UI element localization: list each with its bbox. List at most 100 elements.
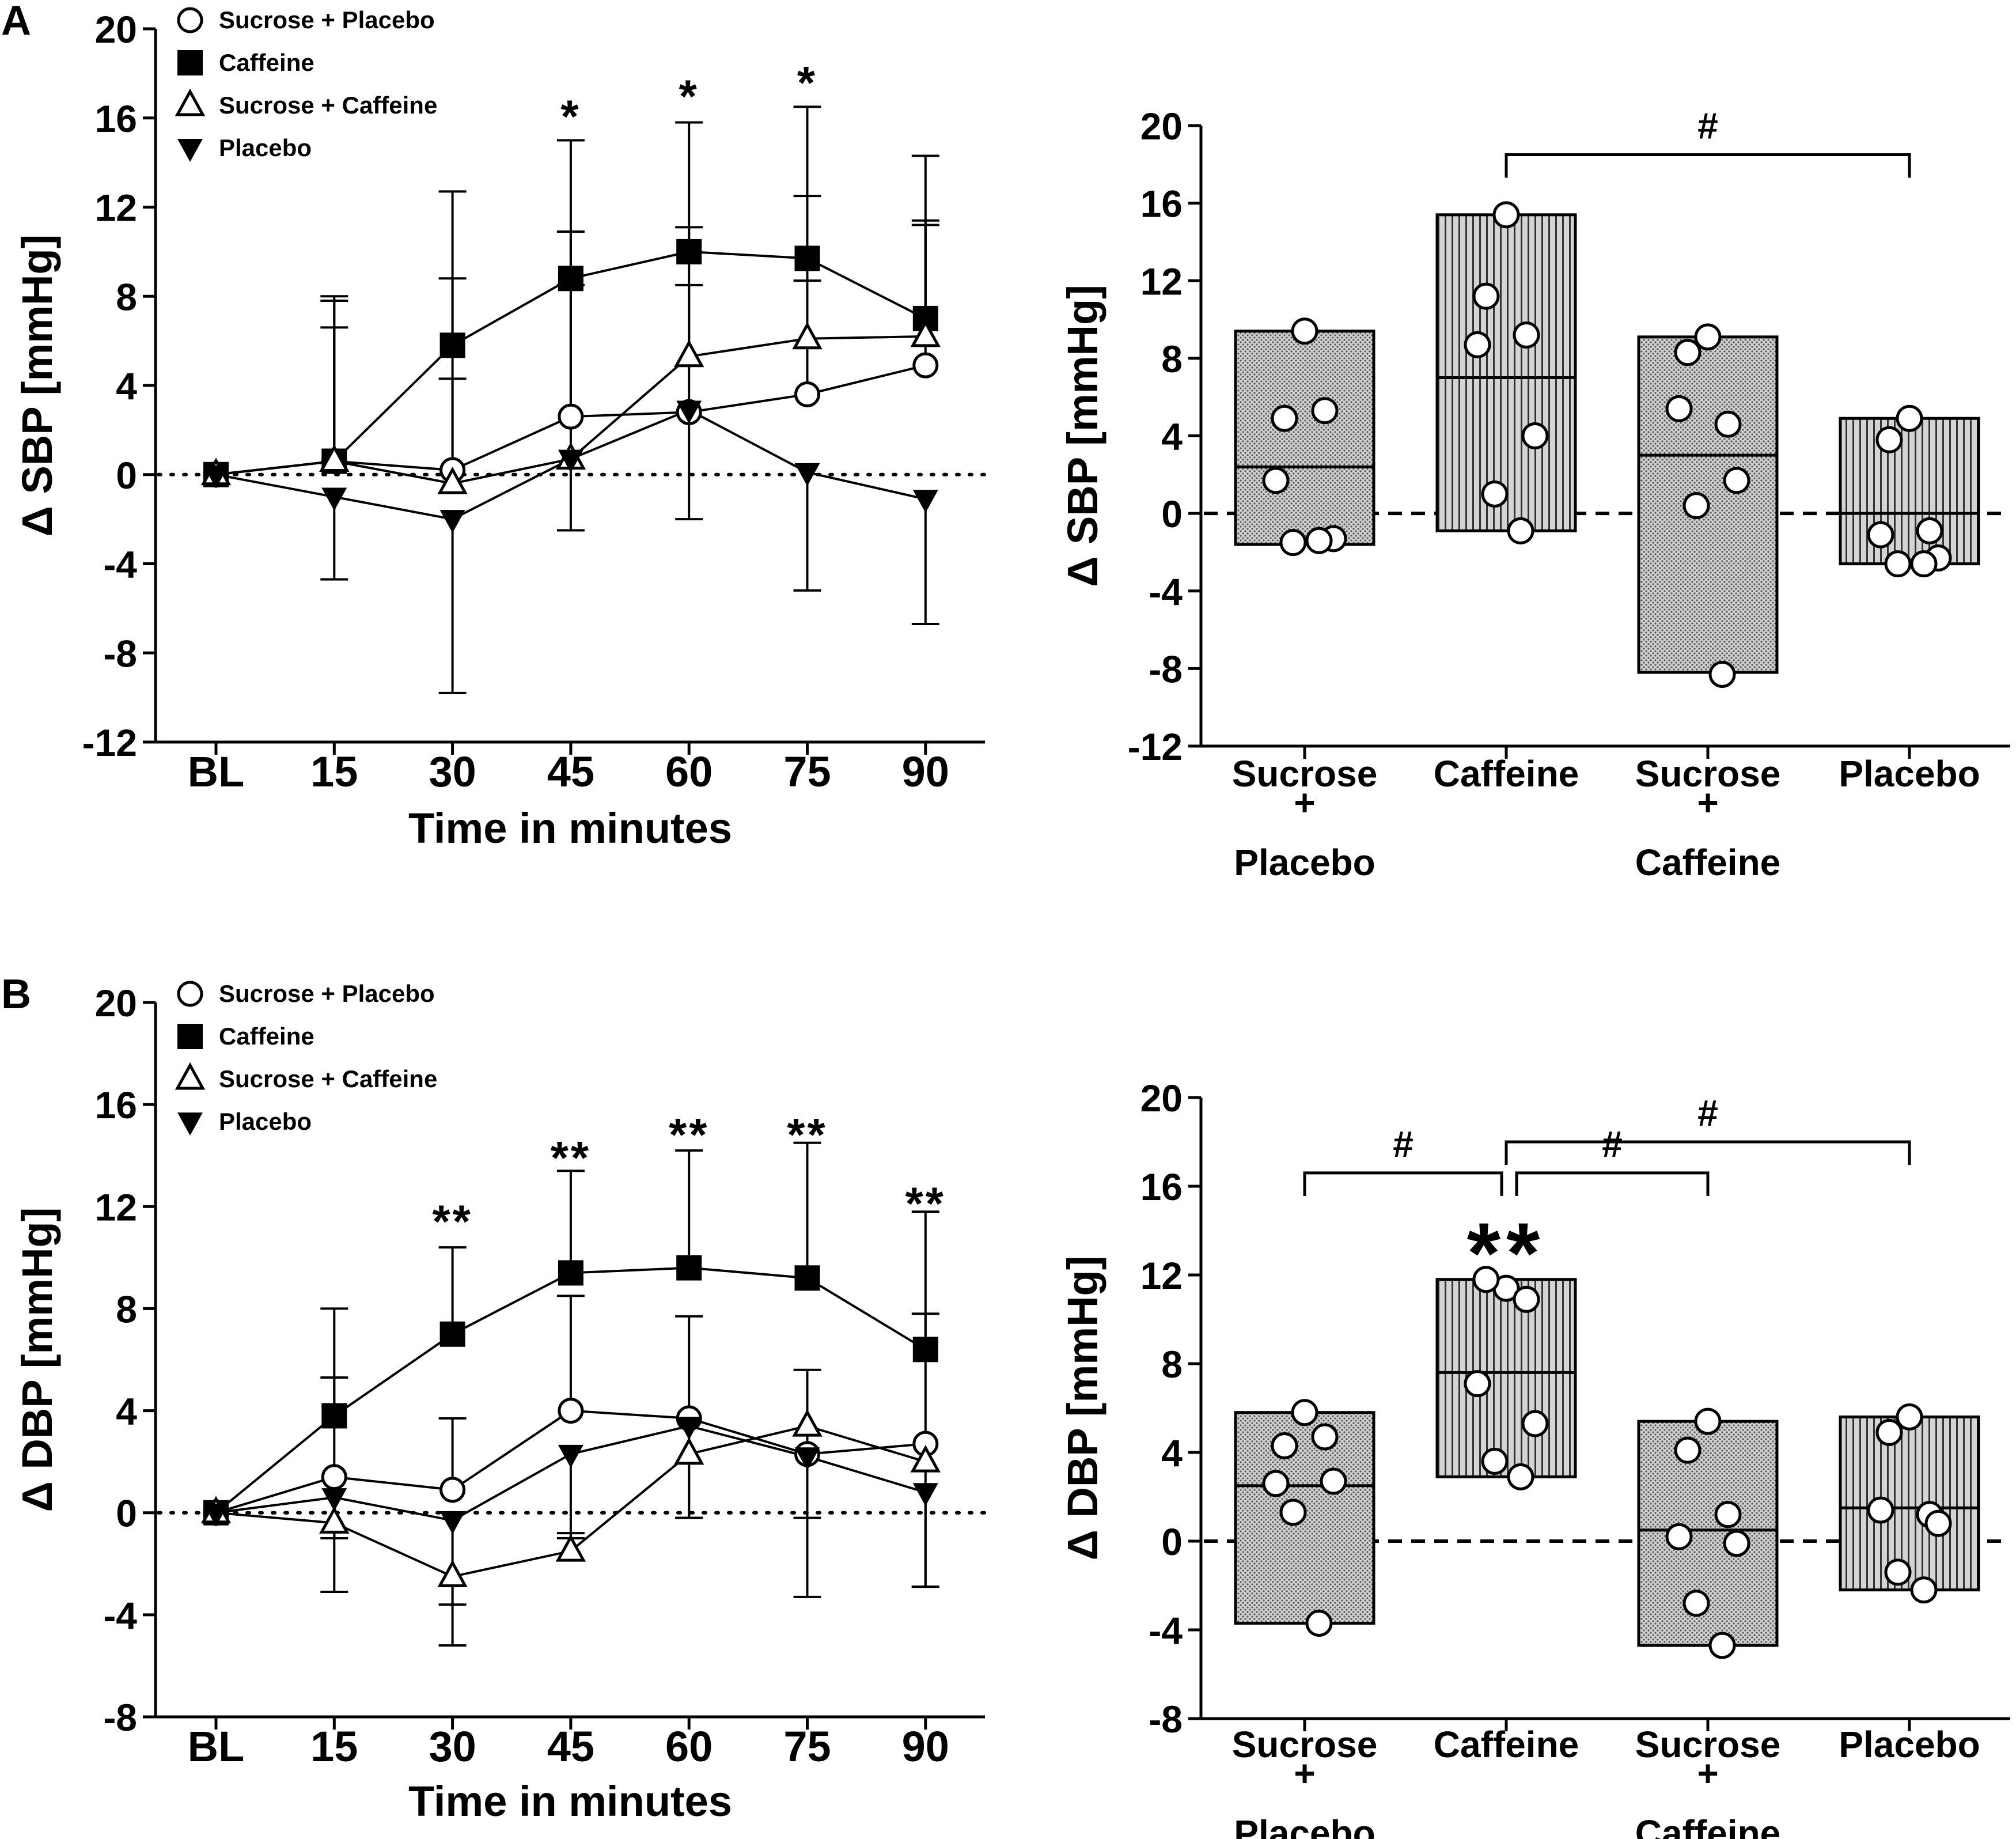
x-category-label: + bbox=[1294, 782, 1315, 823]
significance-marker: * bbox=[797, 57, 817, 108]
individual-data-point bbox=[1311, 1423, 1339, 1451]
data-point bbox=[912, 352, 939, 379]
y-axis-title: Δ SBP [mmHg] bbox=[1059, 285, 1106, 587]
significance-marker: ** bbox=[787, 1109, 827, 1160]
x-category-label: + bbox=[1697, 1753, 1718, 1794]
individual-data-point bbox=[1279, 1499, 1307, 1526]
data-point bbox=[558, 1260, 583, 1286]
individual-data-point bbox=[1708, 660, 1736, 688]
legend-label: Sucrose + Caffeine bbox=[219, 1065, 437, 1092]
individual-data-point bbox=[1291, 317, 1318, 345]
x-tick-label: BL bbox=[188, 748, 245, 796]
x-category-label: Placebo bbox=[1234, 1812, 1375, 1839]
y-tick-label: -8 bbox=[1149, 648, 1183, 690]
individual-data-point bbox=[1674, 339, 1702, 366]
panel-label: A bbox=[1, 0, 31, 44]
individual-data-point bbox=[1682, 492, 1710, 520]
y-tick-label: 8 bbox=[116, 275, 137, 318]
data-point bbox=[794, 1447, 820, 1471]
y-tick-label: 12 bbox=[95, 1186, 137, 1228]
data-point bbox=[673, 339, 704, 368]
individual-data-point bbox=[1896, 1403, 1923, 1431]
y-tick-label: 12 bbox=[95, 187, 137, 229]
y-tick-label: 20 bbox=[95, 8, 137, 51]
y-tick-label: -8 bbox=[103, 632, 137, 675]
legend-label: Sucrose + Caffeine bbox=[219, 92, 437, 119]
data-point bbox=[319, 444, 350, 472]
y-tick-label: 16 bbox=[95, 1084, 137, 1126]
individual-data-point bbox=[1916, 517, 1943, 544]
y-tick-label: -8 bbox=[103, 1696, 137, 1739]
significance-marker: ** bbox=[551, 1132, 591, 1183]
individual-data-point bbox=[1867, 521, 1894, 548]
y-tick-label: 4 bbox=[116, 365, 137, 407]
y-tick-label: 8 bbox=[116, 1288, 137, 1330]
x-tick-label: 90 bbox=[902, 1723, 949, 1770]
legend-marker bbox=[177, 1024, 203, 1049]
legend-marker bbox=[175, 1062, 206, 1090]
individual-data-point bbox=[1723, 467, 1750, 494]
chart-A-time: A 20 16 12 8 4 0 -4 -8 -12 Δ SBP [mmHg] BL 15 30 45 60 7… bbox=[1, 0, 987, 852]
y-tick-label: -8 bbox=[1149, 1698, 1183, 1740]
legend-marker bbox=[175, 88, 206, 116]
significance-marker: ** bbox=[432, 1196, 472, 1247]
individual-data-point bbox=[1714, 410, 1742, 438]
y-tick-label: 12 bbox=[1140, 260, 1183, 302]
x-category-label: Caffeine bbox=[1635, 842, 1781, 883]
y-axis-title: Δ SBP [mmHg] bbox=[13, 234, 61, 537]
data-point bbox=[912, 490, 938, 513]
x-tick-label: 45 bbox=[547, 748, 594, 796]
data-point bbox=[321, 1464, 347, 1490]
individual-data-point bbox=[1665, 1523, 1693, 1550]
data-point bbox=[321, 1488, 347, 1512]
individual-data-point bbox=[1867, 1496, 1894, 1524]
x-category-label: Sucrose bbox=[1635, 1724, 1781, 1765]
y-tick-label: 4 bbox=[1161, 1432, 1183, 1474]
individual-data-point bbox=[1291, 1399, 1318, 1426]
data-point bbox=[437, 1560, 468, 1587]
y-tick-label: 16 bbox=[1140, 1166, 1183, 1208]
individual-data-point bbox=[1694, 323, 1722, 351]
x-tick-label: 75 bbox=[783, 1723, 831, 1770]
individual-data-point bbox=[1481, 1447, 1509, 1475]
x-category-label: Caffeine bbox=[1635, 1812, 1781, 1839]
individual-data-point bbox=[1472, 1266, 1500, 1293]
individual-data-point bbox=[1884, 1558, 1912, 1586]
legend-label: Placebo bbox=[219, 1108, 312, 1135]
bracket-label: # bbox=[1602, 1123, 1623, 1165]
significance-marker: ** bbox=[669, 1109, 709, 1160]
y-tick-label: 12 bbox=[1140, 1254, 1183, 1297]
individual-data-point bbox=[1464, 331, 1491, 358]
significance-bracket bbox=[1303, 1171, 1503, 1196]
x-tick-label: 15 bbox=[310, 1723, 358, 1770]
individual-data-point bbox=[1723, 1530, 1750, 1557]
data-point bbox=[794, 1265, 820, 1291]
x-category-label: + bbox=[1697, 782, 1718, 823]
data-point bbox=[910, 1444, 941, 1473]
y-tick-label: 20 bbox=[1140, 1077, 1183, 1119]
individual-data-point bbox=[1507, 1463, 1534, 1490]
individual-data-point bbox=[1513, 321, 1540, 349]
data-point bbox=[676, 400, 702, 424]
individual-data-point bbox=[1924, 1509, 1952, 1537]
significance-bracket bbox=[1505, 1140, 1911, 1165]
y-tick-label: 8 bbox=[1161, 338, 1183, 380]
x-tick-label: 75 bbox=[783, 748, 831, 796]
data-point bbox=[558, 1398, 584, 1424]
x-tick-label: 90 bbox=[902, 748, 949, 796]
range-bar bbox=[1839, 1415, 1980, 1592]
data-point bbox=[558, 403, 584, 430]
legend-marker bbox=[177, 7, 203, 33]
legend-marker bbox=[177, 50, 203, 75]
x-tick-label: 15 bbox=[310, 748, 358, 796]
individual-data-point bbox=[1521, 1410, 1549, 1437]
individual-data-point bbox=[1279, 529, 1307, 557]
y-tick-label: 0 bbox=[116, 1492, 137, 1535]
individual-data-point bbox=[1910, 1576, 1938, 1604]
bracket-label: # bbox=[1697, 1092, 1718, 1134]
individual-data-point bbox=[1507, 517, 1534, 544]
data-point bbox=[439, 1321, 465, 1347]
data-point bbox=[558, 266, 583, 292]
x-category-label: Placebo bbox=[1839, 1724, 1980, 1765]
panel-label: B bbox=[1, 971, 31, 1017]
